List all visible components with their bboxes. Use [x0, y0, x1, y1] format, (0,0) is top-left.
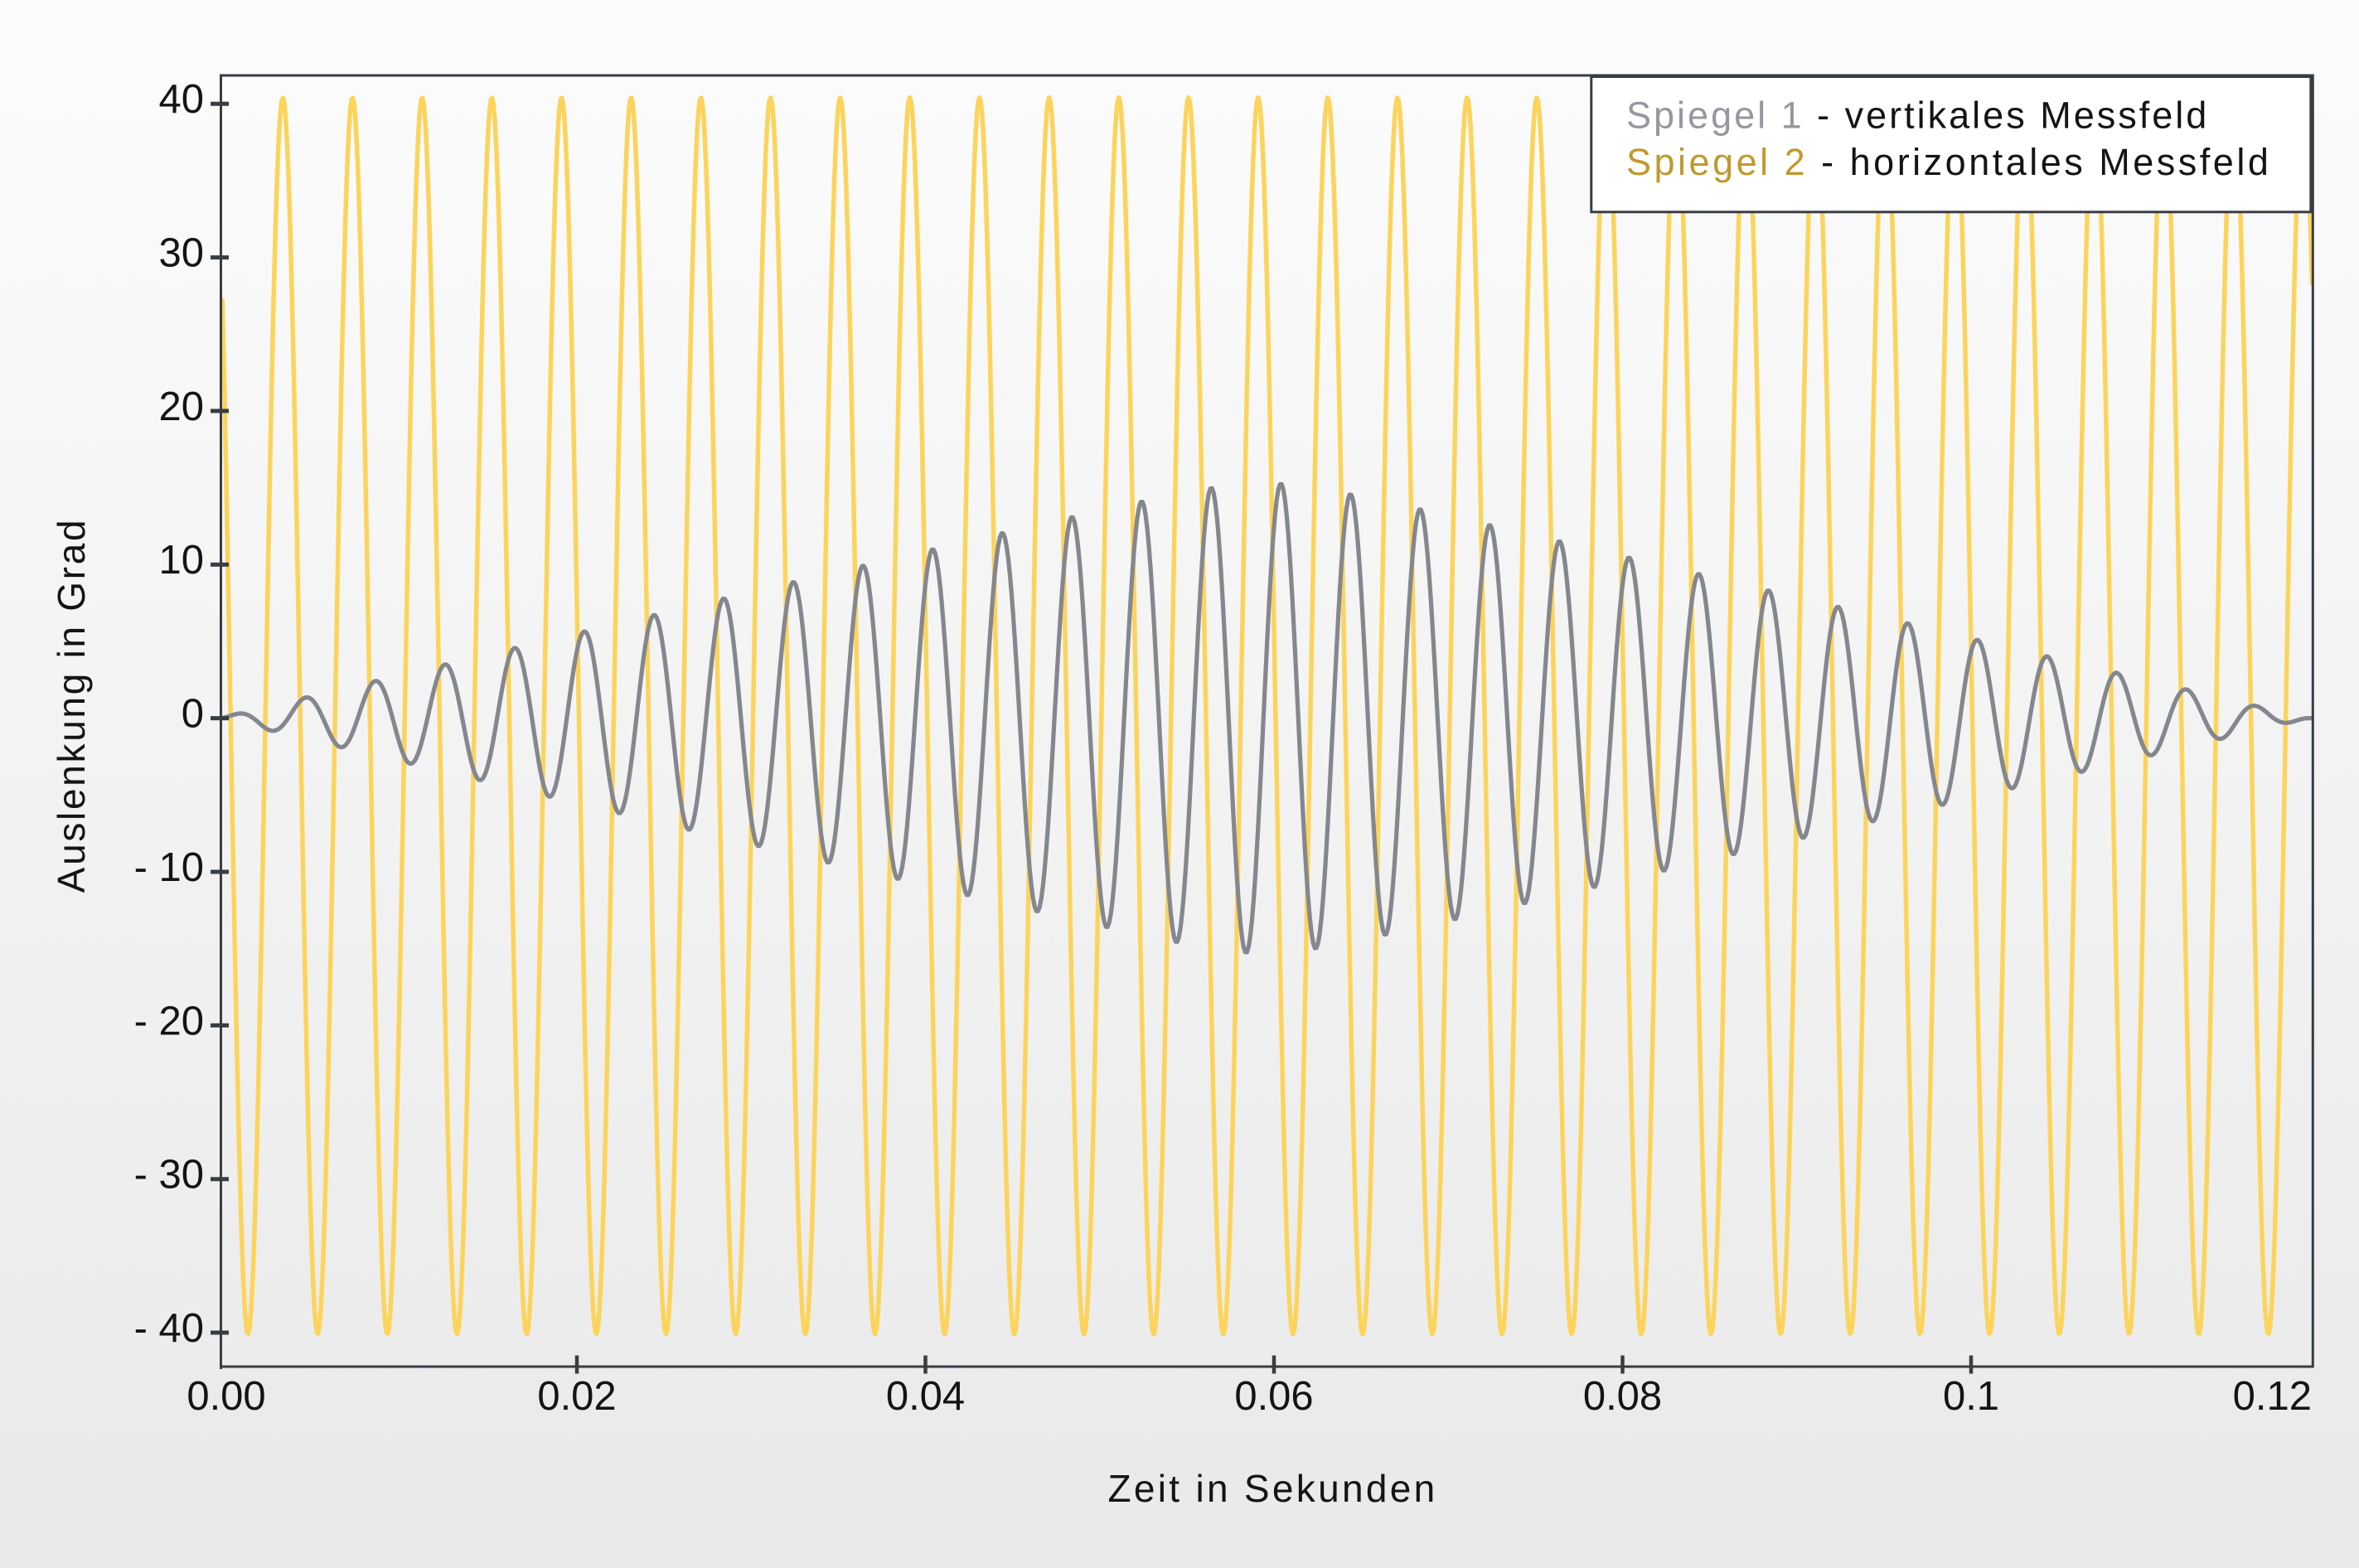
svg-text:0.1: 0.1 [1943, 1374, 1999, 1419]
svg-text:30: 30 [158, 231, 204, 276]
svg-text:- 10: - 10 [134, 845, 204, 890]
svg-text:20: 20 [158, 385, 204, 429]
svg-text:Spiegel 2 - horizontales Messf: Spiegel 2 - horizontales Messfeld [1626, 141, 2271, 183]
svg-text:0.04: 0.04 [886, 1374, 965, 1419]
svg-text:- 30: - 30 [134, 1153, 204, 1198]
svg-text:0: 0 [182, 692, 204, 737]
svg-text:0.12: 0.12 [2233, 1374, 2312, 1419]
svg-text:0.02: 0.02 [537, 1374, 616, 1419]
svg-text:- 40: - 40 [134, 1306, 204, 1351]
svg-text:Spiegel 1 - vertikales Messfel: Spiegel 1 - vertikales Messfeld [1626, 94, 2209, 137]
svg-text:0.08: 0.08 [1583, 1374, 1662, 1419]
svg-text:Auslenkung in Grad: Auslenkung in Grad [50, 518, 93, 893]
svg-text:0.06: 0.06 [1234, 1374, 1313, 1419]
svg-text:0.00: 0.00 [186, 1374, 265, 1419]
svg-text:40: 40 [158, 77, 204, 122]
svg-text:Zeit in Sekunden: Zeit in Sekunden [1107, 1467, 1437, 1510]
svg-text:10: 10 [158, 538, 204, 583]
svg-text:- 20: - 20 [134, 999, 204, 1043]
